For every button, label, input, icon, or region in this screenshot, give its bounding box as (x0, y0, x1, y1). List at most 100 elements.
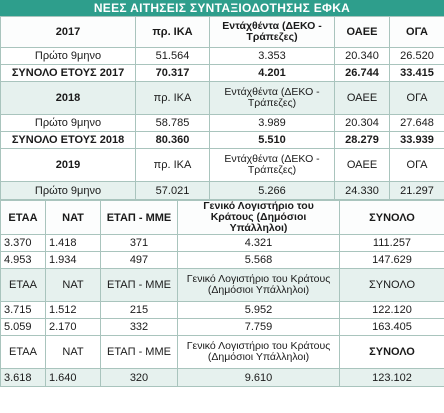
cell-total: 123.102 (339, 368, 444, 387)
cell-glk: 5.952 (177, 301, 340, 319)
cell-nat: 2.170 (45, 318, 101, 336)
cell-nat: 1.512 (45, 301, 101, 319)
cell-etaa: 3.715 (0, 301, 46, 319)
cell-etaa: 4.953 (0, 251, 46, 269)
cell-dekos: 3.989 (209, 114, 335, 132)
header-glk: Γενικό Λογιστήριο του Κράτους (Δημόσιοι … (177, 268, 340, 302)
row-label: Πρώτο 9μηνο (0, 47, 136, 65)
row-label: Πρώτο 9μηνο (0, 181, 136, 200)
header-total: ΣΥΝΟΛΟ (339, 335, 444, 369)
table-row: 3.618 1.640 320 9.610 123.102 (0, 368, 444, 387)
cell-ika: 51.564 (135, 47, 210, 65)
top-header-row-2018: 2018 πρ. ΙΚΑ Εντάχθέντα (ΔΕΚΟ - Τράπεζες… (0, 81, 444, 115)
cell-glk: 7.759 (177, 318, 340, 336)
cell-oga: 27.648 (389, 114, 444, 132)
cell-total: 122.120 (339, 301, 444, 319)
cell-nat: 1.418 (45, 234, 101, 252)
cell-oga: 21.297 (389, 181, 444, 200)
row-label: Πρώτο 9μηνο (0, 114, 136, 132)
cell-oaee: 28.279 (334, 131, 390, 149)
cell-nat: 1.640 (45, 368, 101, 387)
cell-etap: 320 (100, 368, 178, 387)
cell-oga: 33.939 (389, 131, 444, 149)
table-row: Πρώτο 9μηνο 51.564 3.353 20.340 26.520 (0, 47, 444, 65)
table-row: 3.370 1.418 371 4.321 111.257 (0, 234, 444, 252)
cell-total: 163.405 (339, 318, 444, 336)
table-row: Πρώτο 9μηνο 57.021 5.266 24.330 21.297 (0, 181, 444, 200)
header-year: 2017 (0, 16, 136, 48)
table-row: 5.059 2.170 332 7.759 163.405 (0, 318, 444, 336)
cell-etap: 371 (100, 234, 178, 252)
cell-glk: 9.610 (177, 368, 340, 387)
cell-etap: 497 (100, 251, 178, 269)
header-glk: Γενικό Λογιστήριο του Κράτους (Δημόσιοι … (177, 200, 340, 235)
top-table: 2017 πρ. ΙΚΑ Εντάχθέντα (ΔΕΚΟ - Τράπεζες… (0, 16, 444, 200)
cell-etaa: 3.370 (0, 234, 46, 252)
header-year: 2019 (0, 148, 136, 182)
cell-etaa: 3.618 (0, 368, 46, 387)
top-header-row-2017: 2017 πρ. ΙΚΑ Εντάχθέντα (ΔΕΚΟ - Τράπεζες… (0, 16, 444, 48)
page-title: ΝΕΕΣ ΑΙΤΗΣΕΙΣ ΣΥΝΤΑΞΙΟΔΟΤΗΣΗΣ ΕΦΚΑ (0, 0, 444, 16)
cell-ika: 58.785 (135, 114, 210, 132)
cell-ika: 80.360 (135, 131, 210, 149)
table-row: ΣΥΝΟΛΟ ΕΤΟΥΣ 2018 80.360 5.510 28.279 33… (0, 131, 444, 149)
cell-oga: 26.520 (389, 47, 444, 65)
bottom-header-row: ΕΤΑΑ ΝΑΤ ΕΤΑΠ - ΜΜΕ Γενικό Λογιστήριο το… (0, 335, 444, 369)
cell-glk: 4.321 (177, 234, 340, 252)
header-etap: ΕΤΑΠ - ΜΜΕ (100, 200, 178, 235)
cell-oaee: 20.304 (334, 114, 390, 132)
header-etap: ΕΤΑΠ - ΜΜΕ (100, 268, 178, 302)
header-total: ΣΥΝΟΛΟ (339, 200, 444, 235)
header-nat: ΝΑΤ (45, 335, 101, 369)
cell-etap: 215 (100, 301, 178, 319)
cell-dekos: 5.510 (209, 131, 335, 149)
cell-oaee: 26.744 (334, 64, 390, 82)
cell-total: 111.257 (339, 234, 444, 252)
table-row: 3.715 1.512 215 5.952 122.120 (0, 301, 444, 319)
cell-oaee: 20.340 (334, 47, 390, 65)
header-nat: ΝΑΤ (45, 268, 101, 302)
header-oaee: ΟΑΕΕ (334, 16, 390, 48)
cell-ika: 70.317 (135, 64, 210, 82)
header-total: ΣΥΝΟΛΟ (339, 268, 444, 302)
table-row: ΣΥΝΟΛΟ ΕΤΟΥΣ 2017 70.317 4.201 26.744 33… (0, 64, 444, 82)
header-oaee: ΟΑΕΕ (334, 81, 390, 115)
header-ika: πρ. ΙΚΑ (135, 16, 210, 48)
table-row: Πρώτο 9μηνο 58.785 3.989 20.304 27.648 (0, 114, 444, 132)
cell-glk: 5.568 (177, 251, 340, 269)
header-etap: ΕΤΑΠ - ΜΜΕ (100, 335, 178, 369)
cell-oaee: 24.330 (334, 181, 390, 200)
bottom-header-row: ΕΤΑΑ ΝΑΤ ΕΤΑΠ - ΜΜΕ Γενικό Λογιστήριο το… (0, 268, 444, 302)
header-dekos: Εντάχθέντα (ΔΕΚΟ - Τράπεζες) (209, 81, 335, 115)
cell-dekos: 5.266 (209, 181, 335, 200)
cell-nat: 1.934 (45, 251, 101, 269)
header-glk: Γενικό Λογιστήριο του Κράτους (Δημόσιοι … (177, 335, 340, 369)
table-row: 4.953 1.934 497 5.568 147.629 (0, 251, 444, 269)
cell-dekos: 3.353 (209, 47, 335, 65)
header-oaee: ΟΑΕΕ (334, 148, 390, 182)
cell-dekos: 4.201 (209, 64, 335, 82)
bottom-header-row: ΕΤΑΑ ΝΑΤ ΕΤΑΠ - ΜΜΕ Γενικό Λογιστήριο το… (0, 200, 444, 235)
row-label: ΣΥΝΟΛΟ ΕΤΟΥΣ 2018 (0, 131, 136, 149)
top-header-row-2019: 2019 πρ. ΙΚΑ Εντάχθέντα (ΔΕΚΟ - Τράπεζες… (0, 148, 444, 182)
header-oga: ΟΓΑ (389, 148, 444, 182)
bottom-table: ΕΤΑΑ ΝΑΤ ΕΤΑΠ - ΜΜΕ Γενικό Λογιστήριο το… (0, 200, 444, 387)
header-oga: ΟΓΑ (389, 16, 444, 48)
cell-etap: 332 (100, 318, 178, 336)
header-ika: πρ. ΙΚΑ (135, 148, 210, 182)
header-etaa: ΕΤΑΑ (0, 335, 46, 369)
cell-ika: 57.021 (135, 181, 210, 200)
cell-total: 147.629 (339, 251, 444, 269)
cell-oga: 33.415 (389, 64, 444, 82)
header-etaa: ΕΤΑΑ (0, 268, 46, 302)
header-etaa: ΕΤΑΑ (0, 200, 46, 235)
row-label: ΣΥΝΟΛΟ ΕΤΟΥΣ 2017 (0, 64, 136, 82)
header-ika: πρ. ΙΚΑ (135, 81, 210, 115)
header-oga: ΟΓΑ (389, 81, 444, 115)
header-nat: ΝΑΤ (45, 200, 101, 235)
header-dekos: Εντάχθέντα (ΔΕΚΟ - Τράπεζες) (209, 16, 335, 48)
cell-etaa: 5.059 (0, 318, 46, 336)
header-year: 2018 (0, 81, 136, 115)
header-dekos: Εντάχθέντα (ΔΕΚΟ - Τράπεζες) (209, 148, 335, 182)
